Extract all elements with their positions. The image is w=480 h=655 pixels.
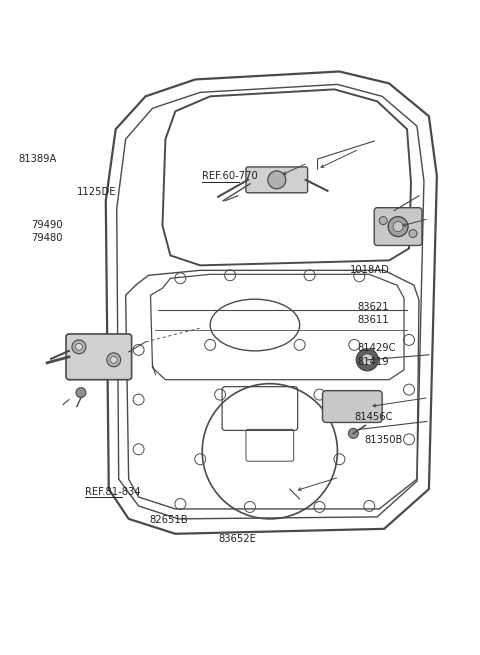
Text: REF.81-834: REF.81-834 [85, 487, 141, 496]
Circle shape [76, 388, 86, 398]
Circle shape [393, 221, 403, 232]
Text: 79490: 79490 [31, 219, 62, 230]
Text: REF.60-770: REF.60-770 [202, 172, 258, 181]
Circle shape [409, 229, 417, 238]
Text: 81429C: 81429C [357, 343, 396, 353]
Text: 1125DE: 1125DE [77, 187, 116, 197]
Text: 83652E: 83652E [218, 534, 256, 544]
FancyBboxPatch shape [66, 334, 132, 380]
Circle shape [72, 340, 86, 354]
Text: 1018AD: 1018AD [350, 265, 390, 275]
FancyBboxPatch shape [246, 167, 308, 193]
Circle shape [361, 354, 373, 365]
FancyBboxPatch shape [374, 208, 422, 246]
Circle shape [107, 353, 120, 367]
Circle shape [379, 217, 387, 225]
FancyBboxPatch shape [323, 390, 382, 422]
Circle shape [348, 428, 358, 438]
Text: 83611: 83611 [357, 314, 388, 325]
Text: 81350B: 81350B [364, 434, 402, 445]
Circle shape [268, 171, 286, 189]
Text: 83621: 83621 [357, 302, 388, 312]
Text: 81419: 81419 [357, 357, 388, 367]
Text: 81389A: 81389A [18, 155, 57, 164]
Text: 82651B: 82651B [149, 515, 188, 525]
Text: 81456C: 81456C [355, 412, 393, 422]
Circle shape [356, 349, 378, 371]
Circle shape [388, 217, 408, 236]
Circle shape [75, 343, 83, 350]
Text: 79480: 79480 [31, 233, 62, 242]
Circle shape [110, 356, 117, 364]
